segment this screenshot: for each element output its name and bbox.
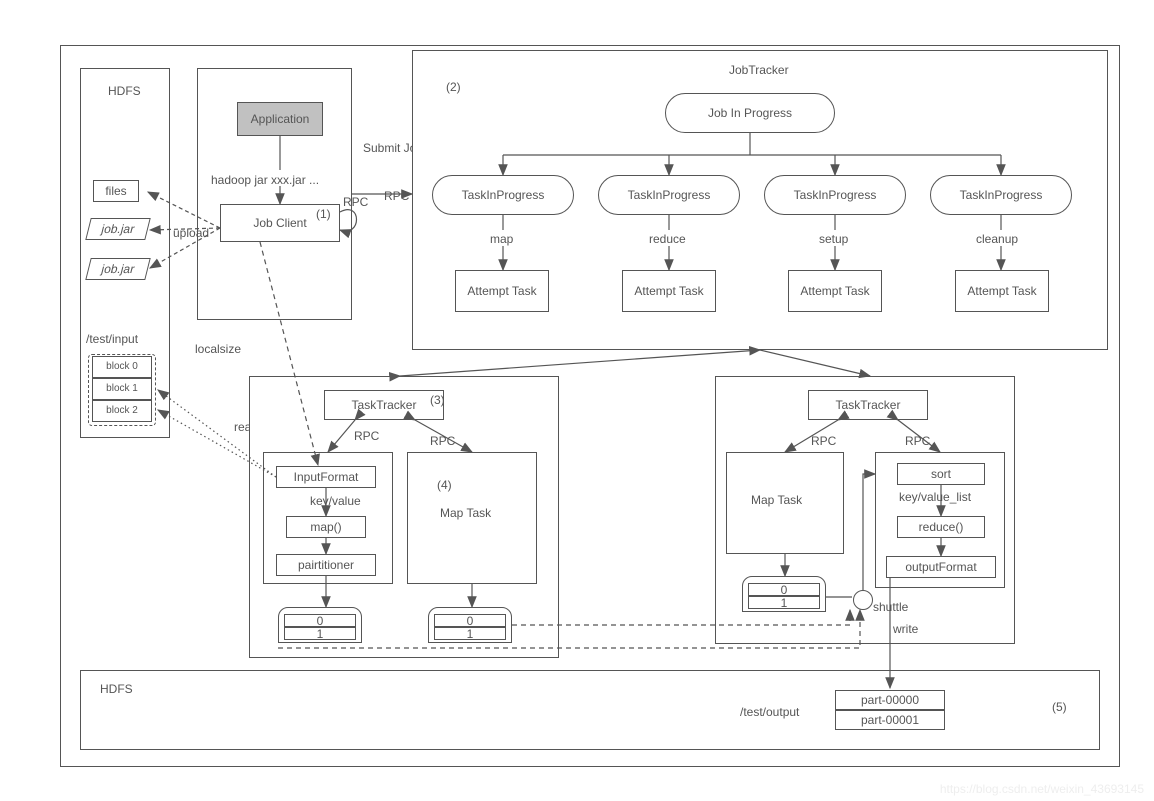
tasktracker1-label: TaskTracker <box>352 398 417 412</box>
block1-label: block 1 <box>106 384 138 394</box>
attempt1-label: Attempt Task <box>467 284 536 298</box>
jobtracker-label: JobTracker <box>729 63 789 77</box>
part1-box: part-00001 <box>835 710 945 730</box>
sort-box: sort <box>897 463 985 485</box>
setup-label: setup <box>819 232 848 246</box>
part1-label: part-00001 <box>861 713 919 727</box>
jobjar1-box: job.jar <box>85 218 150 240</box>
reducefn-label: reduce() <box>919 520 964 534</box>
block0-label: block 0 <box>106 362 138 372</box>
shuttle-circle <box>853 590 873 610</box>
hadoop-cmd-label: hadoop jar xxx.jar ... <box>211 173 319 187</box>
mapfn-box: map() <box>286 516 366 538</box>
step3-label: (3) <box>430 393 445 407</box>
rpc4-label: RPC <box>430 434 455 448</box>
bucket3-0-label: 0 <box>781 583 788 597</box>
inputformat-label: InputFormat <box>294 470 359 484</box>
part0-label: part-00000 <box>861 693 919 707</box>
files-label: files <box>105 184 126 198</box>
rpc3-label: RPC <box>354 429 379 443</box>
tip2-label: TaskInProgress <box>628 188 711 202</box>
jobjar1-label: job.jar <box>100 222 136 236</box>
tip4-box: TaskInProgress <box>930 175 1072 215</box>
tip2-box: TaskInProgress <box>598 175 740 215</box>
bucket2-1-label: 1 <box>467 627 474 641</box>
step2-label: (2) <box>446 80 461 94</box>
tip1-label: TaskInProgress <box>462 188 545 202</box>
block0-box: block 0 <box>92 356 152 378</box>
tip3-label: TaskInProgress <box>794 188 877 202</box>
shuttle-label: shuttle <box>873 600 908 614</box>
outputformat-label: outputFormat <box>905 560 976 574</box>
sort-label: sort <box>931 467 951 481</box>
localsize-label: localsize <box>195 342 241 356</box>
tasktracker1-box: TaskTracker <box>324 390 444 420</box>
bucket3-1-label: 1 <box>781 596 788 610</box>
reducefn-box: reduce() <box>897 516 985 538</box>
attempt4-box: Attempt Task <box>955 270 1049 312</box>
block2-box: block 2 <box>92 400 152 422</box>
map-label: map <box>490 232 513 246</box>
bucket1-0-label: 0 <box>317 614 324 628</box>
application-label: Application <box>251 112 310 126</box>
bucket2-0-label: 0 <box>467 614 474 628</box>
files-box: files <box>93 180 139 202</box>
block2-label: block 2 <box>106 406 138 416</box>
maptask-label: Map Task <box>440 506 491 520</box>
keyvaluelist-label: key/value_list <box>899 490 971 504</box>
attempt2-label: Attempt Task <box>634 284 703 298</box>
step1-label: (1) <box>316 207 331 221</box>
part0-box: part-00000 <box>835 690 945 710</box>
test-input-label: /test/input <box>86 332 138 346</box>
reduce-label: reduce <box>649 232 686 246</box>
bucket3-0: 0 <box>748 583 820 596</box>
tip1-box: TaskInProgress <box>432 175 574 215</box>
jobjar2-label: job.jar <box>100 262 136 276</box>
block1-box: block 1 <box>92 378 152 400</box>
attempt1-box: Attempt Task <box>455 270 549 312</box>
step4-label: (4) <box>437 478 452 492</box>
hdfs-bottom-panel <box>80 670 1100 750</box>
bucket1-0: 0 <box>284 614 356 627</box>
upload-label: upload <box>173 226 209 240</box>
attempt3-box: Attempt Task <box>788 270 882 312</box>
partitioner-box: pairtitioner <box>276 554 376 576</box>
rpc-label-1: RPC <box>384 189 409 203</box>
rpc5-label: RPC <box>811 434 836 448</box>
attempt2-box: Attempt Task <box>622 270 716 312</box>
rpc6-label: RPC <box>905 434 930 448</box>
hdfs-top-label: HDFS <box>108 84 141 98</box>
bucket1-1-label: 1 <box>317 627 324 641</box>
tip4-label: TaskInProgress <box>960 188 1043 202</box>
application-box: Application <box>237 102 323 136</box>
tasktracker2-box: TaskTracker <box>808 390 928 420</box>
maptask2-label: Map Task <box>751 493 802 507</box>
bucket2-0: 0 <box>434 614 506 627</box>
job-in-progress-box: Job In Progress <box>665 93 835 133</box>
watermark: https://blog.csdn.net/weixin_43693145 <box>940 782 1144 796</box>
job-in-progress-label: Job In Progress <box>708 106 792 120</box>
submit-job-label: Submit Job <box>363 141 413 155</box>
bucket2-1: 1 <box>434 627 506 640</box>
inputformat-box: InputFormat <box>276 466 376 488</box>
outputformat-box: outputFormat <box>886 556 996 578</box>
rpc-label-2: RPC <box>343 195 368 209</box>
cleanup-label: cleanup <box>976 232 1018 246</box>
keyvalue-label: key/value <box>310 494 361 508</box>
tip3-box: TaskInProgress <box>764 175 906 215</box>
partitioner-label: pairtitioner <box>298 558 354 572</box>
tasktracker2-label: TaskTracker <box>836 398 901 412</box>
write-label: write <box>893 622 918 636</box>
hdfs-bottom-label: HDFS <box>100 682 133 696</box>
attempt3-label: Attempt Task <box>800 284 869 298</box>
bucket1-1: 1 <box>284 627 356 640</box>
attempt4-label: Attempt Task <box>967 284 1036 298</box>
test-output-label: /test/output <box>740 705 799 719</box>
jobclient-label: Job Client <box>253 216 306 230</box>
step5-label: (5) <box>1052 700 1067 714</box>
mapfn-label: map() <box>310 520 341 534</box>
bucket3-1: 1 <box>748 596 820 609</box>
jobjar2-box: job.jar <box>85 258 150 280</box>
